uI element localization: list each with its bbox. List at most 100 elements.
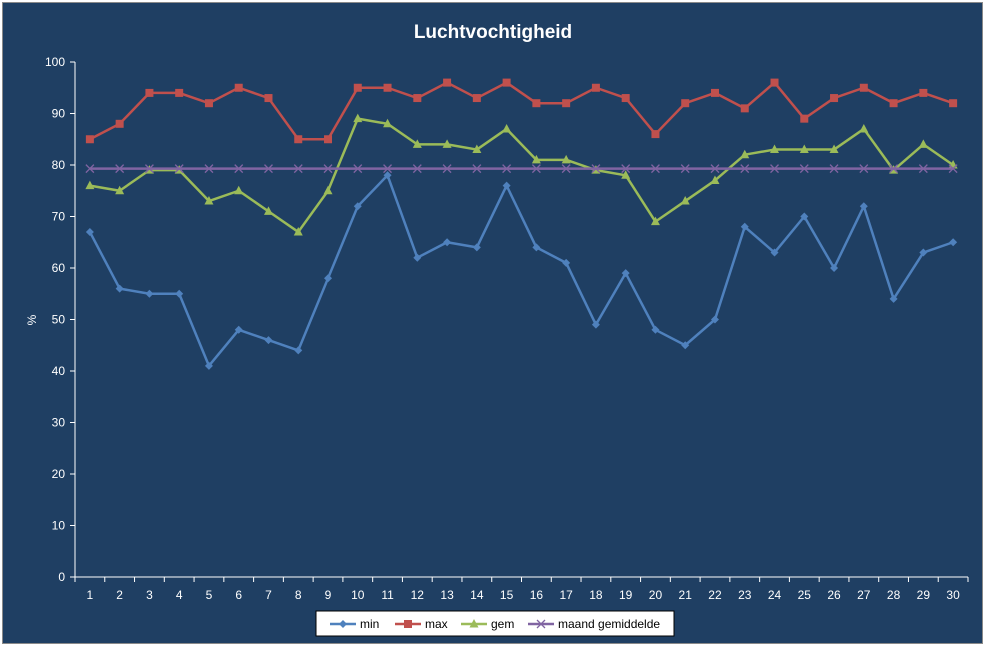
legend-label: maand gemiddelde bbox=[558, 617, 660, 631]
data-point bbox=[591, 320, 600, 329]
data-point bbox=[829, 164, 839, 174]
series-maand-gemiddelde bbox=[85, 164, 958, 174]
data-point bbox=[799, 164, 809, 174]
data-point bbox=[829, 144, 839, 154]
data-point bbox=[740, 222, 749, 231]
series-line bbox=[89, 117, 954, 234]
data-point bbox=[293, 164, 303, 174]
data-point bbox=[145, 88, 154, 97]
data-point bbox=[621, 170, 631, 179]
legend: min max gem maand gemiddelde bbox=[315, 610, 675, 637]
x-tick-label: 25 bbox=[798, 588, 812, 602]
y-tick-label: 30 bbox=[52, 416, 66, 430]
data-point bbox=[204, 164, 214, 174]
data-point bbox=[532, 243, 541, 252]
data-point bbox=[561, 154, 571, 164]
data-point bbox=[740, 104, 749, 113]
data-point bbox=[85, 135, 94, 144]
data-point bbox=[502, 164, 512, 174]
data-point bbox=[889, 294, 898, 303]
x-tick-label: 29 bbox=[917, 588, 931, 602]
data-point bbox=[740, 149, 750, 159]
y-tick-label: 60 bbox=[52, 261, 66, 275]
y-tick-label: 10 bbox=[52, 519, 66, 533]
legend-swatch-marker bbox=[404, 620, 412, 628]
x-tick-label: 24 bbox=[768, 588, 782, 602]
data-point bbox=[383, 83, 392, 92]
data-point bbox=[353, 113, 363, 123]
data-point bbox=[800, 212, 809, 221]
data-point bbox=[294, 135, 303, 144]
data-point bbox=[204, 361, 213, 370]
series-line bbox=[89, 81, 954, 141]
data-point bbox=[889, 99, 898, 108]
data-point bbox=[323, 185, 333, 195]
data-point bbox=[323, 164, 333, 174]
y-tick-label: 0 bbox=[58, 570, 65, 584]
data-point bbox=[442, 164, 452, 174]
data-point bbox=[681, 341, 690, 350]
data-point bbox=[472, 94, 481, 103]
y-tick-label: 50 bbox=[52, 313, 66, 327]
x-tick-label: 19 bbox=[619, 588, 633, 602]
data-point bbox=[115, 119, 124, 128]
data-point bbox=[175, 88, 184, 97]
x-tick-label: 2 bbox=[116, 588, 123, 602]
data-point bbox=[145, 289, 154, 298]
data-point bbox=[472, 144, 482, 154]
data-point bbox=[562, 99, 571, 108]
data-point bbox=[174, 164, 184, 174]
x-tick-label: 16 bbox=[530, 588, 544, 602]
data-point bbox=[502, 123, 512, 133]
data-point bbox=[830, 94, 839, 103]
x-tick-label: 6 bbox=[235, 588, 242, 602]
chart-title: Luchtvochtigheid bbox=[414, 22, 572, 43]
data-point bbox=[115, 284, 124, 293]
data-point bbox=[353, 202, 362, 211]
legend-label: min bbox=[360, 617, 379, 631]
x-tick-label: 21 bbox=[679, 588, 693, 602]
data-point bbox=[383, 118, 393, 128]
data-point bbox=[681, 99, 690, 108]
data-point bbox=[591, 83, 600, 92]
x-tick-label: 22 bbox=[708, 588, 722, 602]
data-point bbox=[413, 253, 422, 262]
legend-entry: min bbox=[330, 617, 379, 631]
data-point bbox=[770, 78, 779, 87]
data-point bbox=[324, 135, 333, 144]
data-point bbox=[949, 99, 958, 108]
data-point bbox=[442, 139, 452, 148]
data-point bbox=[234, 164, 244, 174]
y-tick-label: 40 bbox=[52, 364, 66, 378]
legend-box bbox=[315, 610, 675, 637]
data-point bbox=[293, 226, 303, 236]
data-point bbox=[859, 164, 869, 174]
data-point bbox=[175, 289, 184, 298]
x-tick-label: 9 bbox=[325, 588, 332, 602]
x-tick-label: 1 bbox=[87, 588, 94, 602]
data-point bbox=[650, 164, 660, 174]
legend-swatch-marker bbox=[536, 619, 546, 629]
data-point bbox=[472, 243, 481, 252]
x-tick-label: 11 bbox=[381, 588, 394, 602]
legend-entry: max bbox=[395, 617, 448, 631]
data-point bbox=[651, 325, 660, 334]
data-point bbox=[770, 144, 780, 154]
data-point bbox=[234, 83, 243, 92]
data-point bbox=[234, 325, 243, 334]
x-tick-label: 30 bbox=[946, 588, 960, 602]
data-point bbox=[740, 164, 750, 174]
data-point bbox=[621, 269, 630, 278]
data-point bbox=[412, 139, 422, 148]
data-point bbox=[324, 274, 333, 283]
x-tick-label: 13 bbox=[440, 588, 454, 602]
data-point bbox=[532, 99, 541, 108]
data-point bbox=[770, 164, 779, 174]
legend-swatch-marker bbox=[469, 619, 479, 628]
data-point bbox=[353, 164, 363, 174]
data-point bbox=[204, 99, 213, 108]
data-point bbox=[621, 164, 631, 174]
legend-label: gem bbox=[491, 617, 514, 631]
data-point bbox=[710, 315, 719, 324]
data-point bbox=[710, 164, 720, 174]
